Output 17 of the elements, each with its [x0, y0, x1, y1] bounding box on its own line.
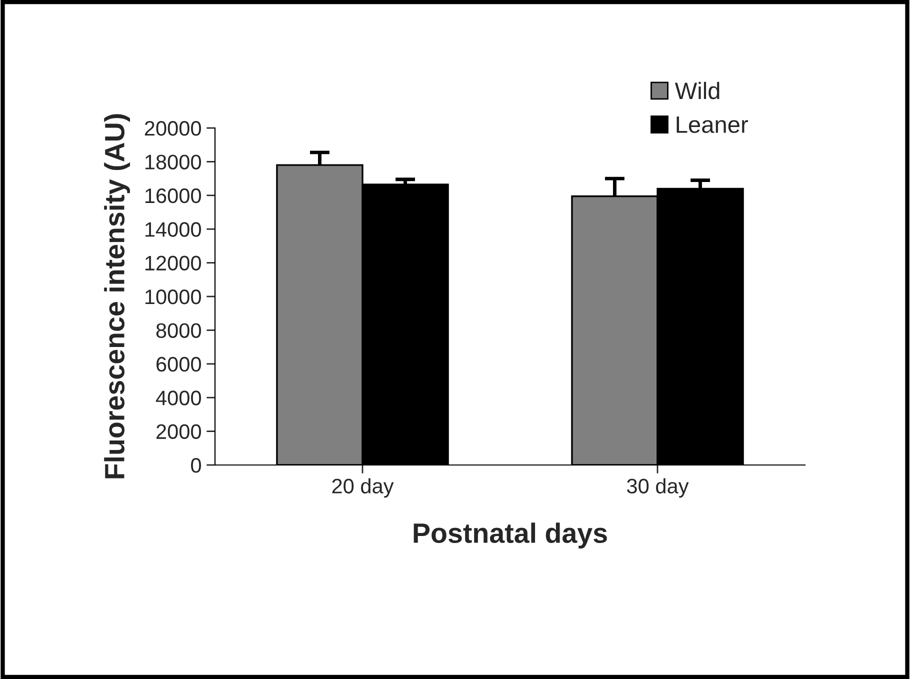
y-tick-label: 12000: [145, 256, 201, 271]
y-tick-label: 6000: [156, 356, 201, 372]
x-axis-title: Postnatal days: [414, 522, 607, 549]
y-tick-label: 2000: [156, 424, 201, 440]
legend-label: Wild: [674, 82, 720, 100]
y-tick-label: 16000: [145, 188, 201, 204]
y-tick-label: 20000: [144, 121, 201, 136]
y-tick-label: 4000: [156, 390, 201, 406]
legend-label: Leaner: [676, 116, 748, 134]
y-tick-label: 10000: [145, 290, 201, 304]
y-tick-label: 0: [191, 458, 201, 473]
y-tick-label: 18000: [145, 154, 201, 170]
x-tick-label: 30 day: [627, 478, 689, 498]
x-tick-label: 20 day: [332, 478, 394, 498]
y-tick-label: 8000: [156, 323, 201, 338]
y-tick-label: 14000: [145, 222, 201, 237]
y-axis-title: Fluorescence intensity (AU): [104, 114, 130, 478]
